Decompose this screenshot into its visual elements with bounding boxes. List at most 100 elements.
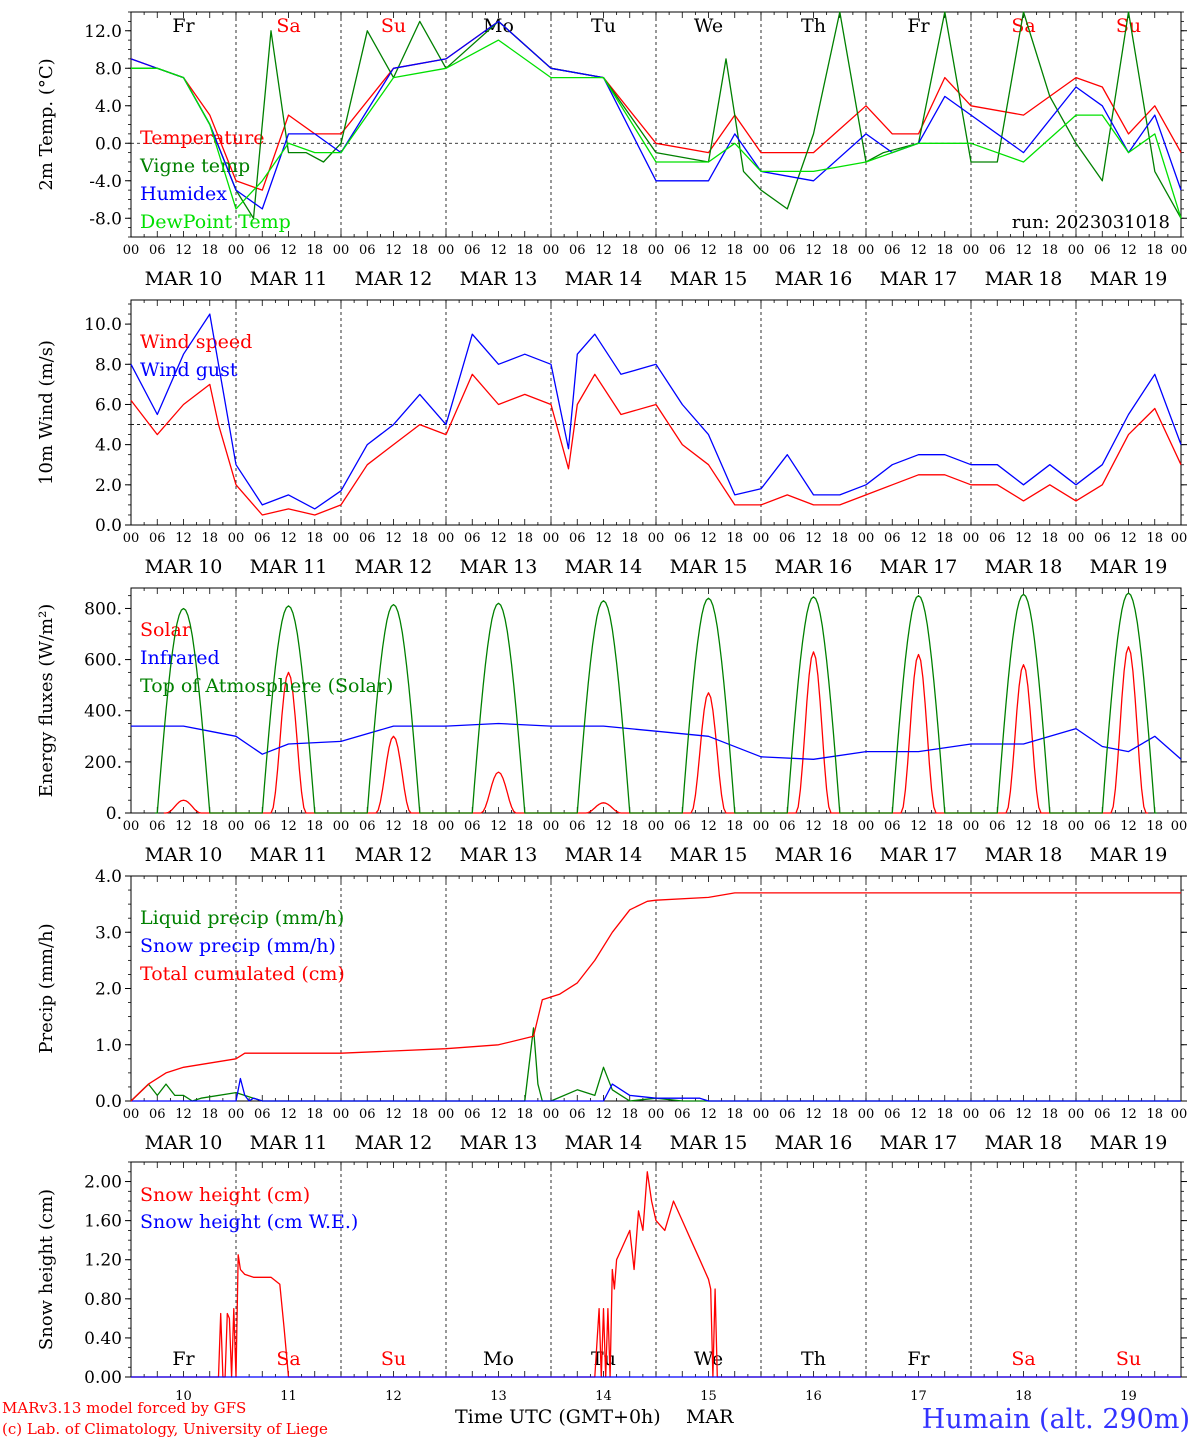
x-axis-month: MAR [686,1406,734,1428]
hour-tick-label: 00 [648,1107,665,1122]
hour-tick-label: 18 [306,243,323,258]
y-tick-label: 1.0 [95,1036,122,1056]
chart-panel-4: 0.00 0.40 0.80 1.20 1.60 2.00 Snow height (cm)… [36,1161,1187,1404]
hour-tick-label: 06 [1094,243,1111,258]
hour-tick-label: 12 [280,819,297,834]
y-tick-label: 0. [106,804,122,824]
hour-tick-label: 00 [123,819,140,834]
y-axis-label: Energy fluxes (W/m²) [36,604,57,798]
date-label: MAR 15 [670,1132,748,1154]
hour-tick-label: 18 [201,531,218,546]
weekday-label: Fr [907,15,930,37]
hour-tick-label: 12 [1015,819,1032,834]
legend-entry: Wind gust [140,359,238,381]
date-label: MAR 19 [1090,844,1168,866]
hour-tick-label: 00 [1171,819,1188,834]
hour-tick-label: 06 [149,531,166,546]
panels: -8.0 -4.0 0.0 4.0 8.0 12.0 2m Temp. (°C) 00 06 12… [36,11,1188,1404]
y-tick-label: 2.0 [95,476,122,496]
hour-tick-label: 18 [516,819,533,834]
y-tick-label: 200. [84,753,122,773]
plot-frame [130,587,1182,814]
y-tick-label: -4.0 [89,172,122,192]
date-label: MAR 13 [460,268,538,290]
hour-tick-label: 00 [438,1107,455,1122]
legend-entry: Top of Atmosphere (Solar) [140,675,393,697]
weekday-label: Su [1116,15,1141,37]
y-tick-label: 0.00 [84,1368,122,1388]
hour-tick-label: 06 [464,1107,481,1122]
hour-tick-label: 12 [385,243,402,258]
hour-tick-label: 00 [333,819,350,834]
hour-tick-label: 12 [175,1107,192,1122]
hour-tick-label: 18 [726,1107,743,1122]
chart-panel-0: -8.0 -4.0 0.0 4.0 8.0 12.0 2m Temp. (°C) 00 06 12… [36,11,1187,290]
hour-tick-label: 12 [490,819,507,834]
hour-tick-label: 18 [1146,1107,1163,1122]
y-tick-label: 8.0 [95,59,122,79]
y-tick-label: 0.80 [84,1290,122,1310]
copyright-note: (c) Lab. of Climatology, University of L… [2,1420,328,1438]
hour-tick-label: 18 [831,1107,848,1122]
date-label: MAR 15 [670,844,748,866]
hour-tick-label: 06 [464,531,481,546]
hour-tick-label: 12 [595,819,612,834]
hour-tick-label: 06 [884,1107,901,1122]
hour-tick-label: 06 [989,819,1006,834]
date-label: MAR 12 [355,556,433,578]
hour-tick-label: 06 [989,243,1006,258]
weekday-label: Su [1116,1348,1141,1370]
day-number-label: 19 [1120,1389,1137,1404]
day-number-label: 16 [805,1389,822,1404]
series-line-blue [131,722,1182,760]
weekday-label: Sa [1011,1348,1035,1370]
date-label: MAR 13 [460,1132,538,1154]
date-label: MAR 16 [775,556,853,578]
hour-tick-label: 18 [621,819,638,834]
hour-tick-label: 00 [123,243,140,258]
hour-tick-label: 00 [963,531,980,546]
day-number-label: 11 [280,1389,297,1404]
date-label: MAR 15 [670,556,748,578]
hour-tick-label: 18 [1041,243,1058,258]
hour-tick-label: 12 [805,531,822,546]
date-label: MAR 18 [985,268,1063,290]
hour-tick-label: 06 [254,531,271,546]
date-label: MAR 13 [460,556,538,578]
day-number-label: 17 [910,1389,927,1404]
y-axis-label: 10m Wind (m/s) [36,340,57,485]
date-label: MAR 12 [355,844,433,866]
date-label: MAR 17 [880,1132,958,1154]
hour-tick-label: 00 [963,1107,980,1122]
hour-tick-label: 12 [280,531,297,546]
date-label: MAR 12 [355,1132,433,1154]
hour-tick-label: 00 [1068,819,1085,834]
hour-tick-label: 18 [831,819,848,834]
y-tick-label: 8.0 [95,355,122,375]
series-line-red [130,20,1182,191]
date-label: MAR 10 [145,556,223,578]
hour-tick-label: 00 [648,531,665,546]
y-tick-label: 400. [84,702,122,722]
series-line-blue [131,1077,1181,1102]
hour-tick-label: 00 [228,531,245,546]
hour-tick-label: 06 [254,819,271,834]
hour-tick-label: 06 [569,1107,586,1122]
legend-entry: Snow precip (mm/h) [140,935,336,957]
hour-tick-label: 06 [674,243,691,258]
hour-tick-label: 00 [1171,1107,1188,1122]
hour-tick-label: 18 [621,531,638,546]
hour-tick-label: 06 [674,531,691,546]
hour-tick-label: 00 [963,243,980,258]
date-label: MAR 10 [145,1132,223,1154]
weekday-label: Su [381,15,406,37]
y-tick-label: 4.0 [95,867,122,887]
legend-entry: Snow height (cm) [140,1184,310,1206]
hour-tick-label: 06 [779,1107,796,1122]
series-line-blue [130,313,1182,510]
hour-tick-label: 18 [726,243,743,258]
hour-tick-label: 06 [149,243,166,258]
hour-tick-label: 00 [753,819,770,834]
plot-frame [130,11,1182,238]
hour-tick-label: 06 [359,1107,376,1122]
